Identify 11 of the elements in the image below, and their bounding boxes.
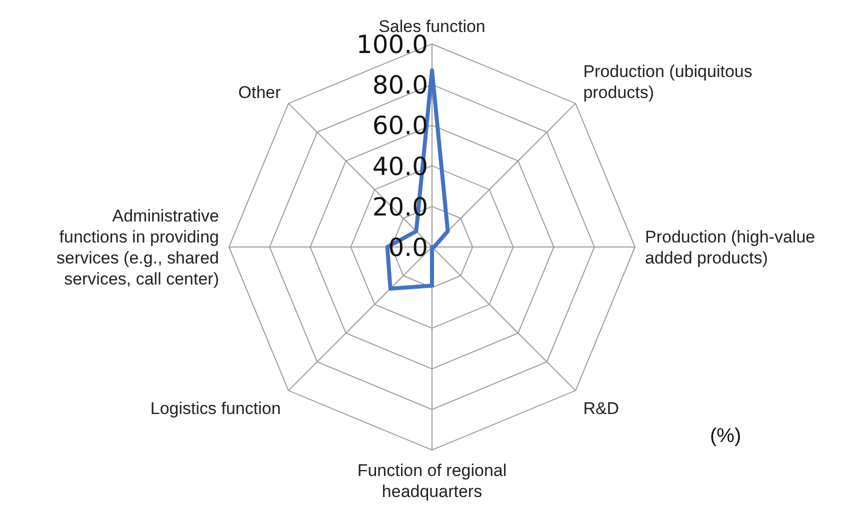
spoke-label: Other <box>238 82 282 102</box>
spoke-label: Administrative functions in providing services (e.g., shared services, call center) <box>56 206 219 288</box>
spoke-label: Function of regional headquarters <box>357 461 507 501</box>
text: (%) <box>710 425 742 448</box>
spoke-label: Logistics function <box>150 399 281 418</box>
spoke-label: R&D <box>583 399 620 418</box>
spoke-label: Production (high-value added products) <box>645 228 816 268</box>
y-tick-label: 0.0 <box>388 233 428 262</box>
spoke-label: Production (ubiquitous products) <box>583 62 752 102</box>
spoke-label: Sales function <box>378 17 486 36</box>
y-tick-label: 80.0 <box>372 70 428 100</box>
